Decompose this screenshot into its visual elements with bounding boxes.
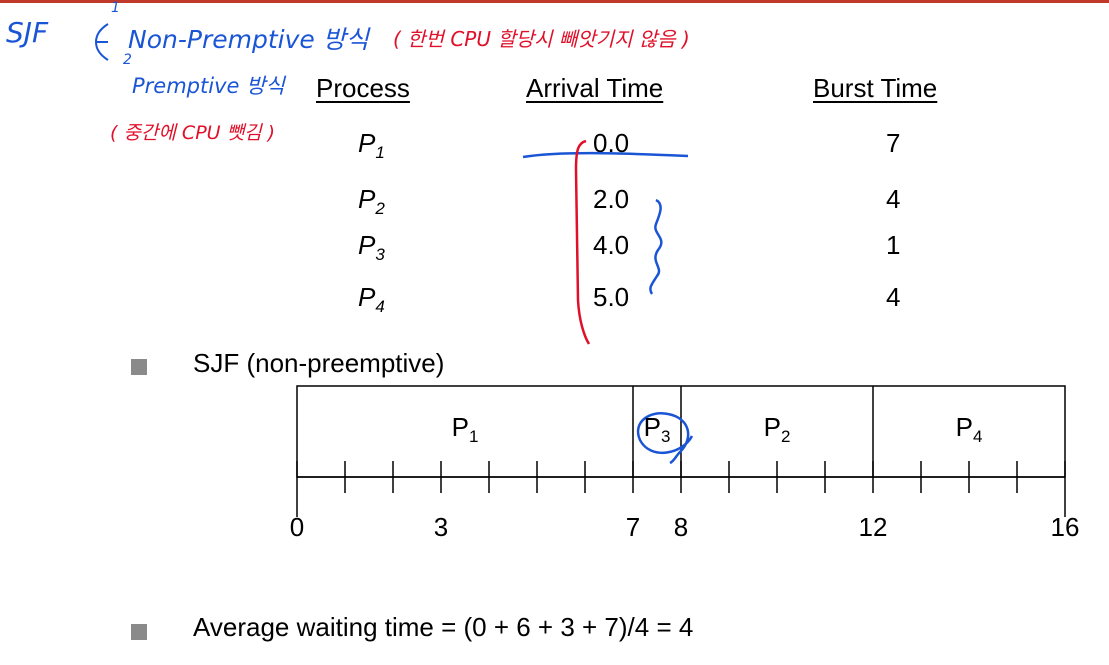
arrival-value: 5.0 [593, 282, 630, 312]
gantt-segment-label: P1 [451, 412, 479, 447]
gantt-tick-label: 8 [673, 512, 689, 542]
sjf-title: SJF (non-preemptive) [193, 348, 445, 378]
process-name: P1 [358, 128, 385, 163]
handwritten-option1-note: ( 한번 CPU 할당시 빼앗기지 않음 ) [393, 27, 690, 51]
bullet-square-icon [131, 359, 147, 375]
gantt-tick-label: 3 [433, 512, 449, 542]
process-name: P3 [358, 230, 385, 265]
arrival-value: 4.0 [593, 230, 630, 260]
handwritten-brace-mark [95, 23, 109, 61]
process-name: P2 [358, 184, 385, 219]
burst-value: 4 [886, 282, 901, 312]
header-arrival-time: Arrival Time [526, 73, 664, 103]
bullet-square-icon [131, 624, 147, 640]
handwritten-option2-note: ( 중간에 CPU 뺏김 ) [110, 122, 276, 144]
handwritten-option2: Premptive 방식 [132, 74, 285, 98]
header-burst-time: Burst Time [813, 73, 938, 103]
gantt-tick-label: 7 [625, 512, 641, 542]
gantt-tick-label: 0 [289, 512, 305, 542]
gantt-segment-label: P2 [763, 412, 791, 447]
gantt-tick-label: 12 [858, 512, 888, 542]
burst-value: 4 [886, 184, 901, 214]
process-name: P4 [358, 282, 385, 317]
header-process: Process [316, 73, 410, 103]
blue-circle-mark [636, 411, 694, 465]
handwritten-sjf: SJF [6, 16, 49, 49]
top-accent-rule [0, 0, 1109, 3]
gantt-segment-label: P3 [643, 412, 671, 447]
burst-value: 1 [886, 230, 901, 260]
red-bracket-mark [574, 139, 591, 345]
average-waiting-time: Average waiting time = (0 + 6 + 3 + 7)/4… [193, 612, 694, 642]
arrival-value: 2.0 [593, 184, 630, 214]
gantt-tick-label: 16 [1050, 512, 1080, 542]
gantt-segment-label: P4 [955, 412, 983, 447]
handwritten-option1: Non-Premptive 방식 [128, 25, 369, 54]
blue-brace-mark [649, 198, 663, 295]
handwritten-option2-number: 2 [123, 52, 132, 68]
burst-value: 7 [886, 128, 901, 158]
blue-underline-mark [522, 151, 689, 159]
handwritten-option1-number: 1 [111, 0, 120, 16]
